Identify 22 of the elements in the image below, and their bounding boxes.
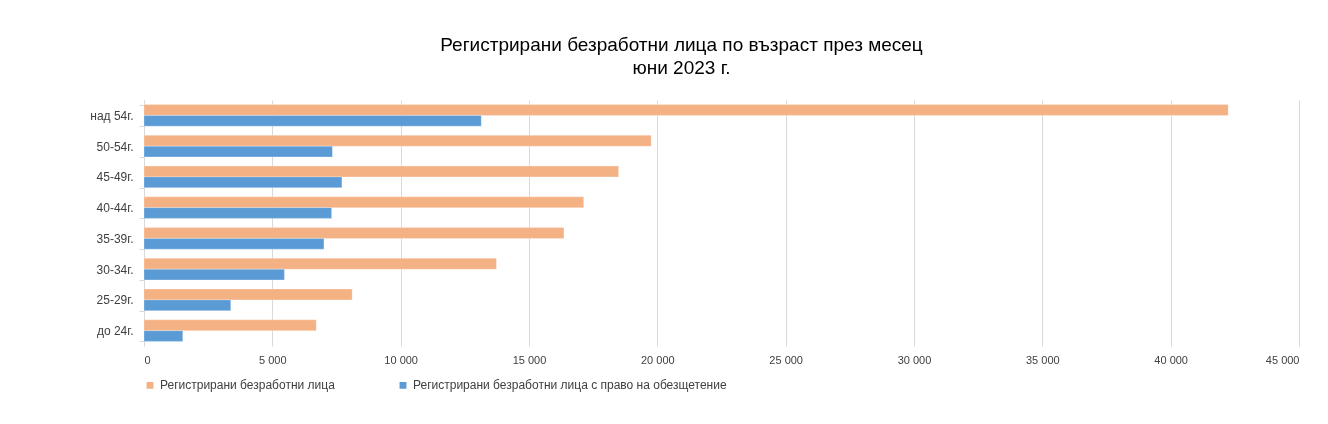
y-tick-label: над 54г. <box>90 108 134 123</box>
x-tick-label: 25 000 <box>769 353 803 366</box>
x-tick-label: 0 <box>144 353 151 366</box>
x-tick-label: 15 000 <box>512 353 547 366</box>
x-tick-label: 40 000 <box>1154 353 1188 366</box>
y-tick-label: 25-29г. <box>96 293 134 308</box>
y-tick-label: 45-49г. <box>96 170 134 185</box>
x-tick-label: 30 000 <box>897 353 932 366</box>
y-tick-label: 40-44г. <box>96 201 134 216</box>
x-tick-label: 10 000 <box>384 353 418 366</box>
y-tick-label: 50-54г. <box>96 139 134 154</box>
legend-label: Регистрирани безработни лица <box>160 378 336 393</box>
x-tick-label: 5 000 <box>259 353 287 366</box>
y-tick-label: 30-34г. <box>96 262 134 277</box>
x-tick-label: 35 000 <box>1026 353 1060 366</box>
x-tick-label: 20 000 <box>641 353 675 366</box>
x-tick-label: 45 000 <box>1265 353 1300 366</box>
legend-label: Регистрирани безработни лица с право на обезщетение <box>413 378 727 393</box>
chart-title: Регистрирани безработни лица по възраст през месец <box>440 34 923 55</box>
chart-subtitle: юни 2023 г. <box>632 57 731 78</box>
y-tick-label: до 24г. <box>96 324 134 339</box>
y-tick-label: 35-39г. <box>96 231 134 246</box>
